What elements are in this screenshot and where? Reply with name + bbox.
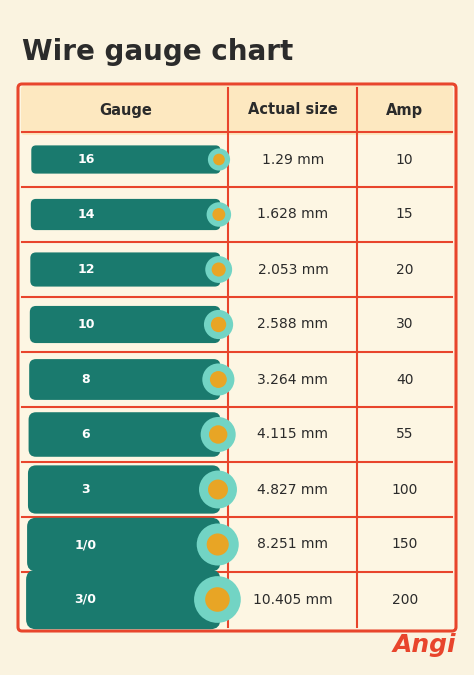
Circle shape (201, 417, 236, 452)
Text: 16: 16 (78, 153, 95, 166)
Text: Amp: Amp (386, 103, 423, 117)
Circle shape (212, 208, 225, 221)
Text: 30: 30 (396, 317, 413, 331)
FancyBboxPatch shape (18, 84, 456, 631)
FancyBboxPatch shape (28, 412, 220, 457)
FancyBboxPatch shape (27, 518, 220, 571)
Text: 12: 12 (77, 263, 95, 276)
Text: 15: 15 (396, 207, 413, 221)
Text: 40: 40 (396, 373, 413, 387)
Text: 100: 100 (392, 483, 418, 497)
Text: 6: 6 (81, 428, 90, 441)
Text: 2.588 mm: 2.588 mm (257, 317, 328, 331)
Circle shape (207, 202, 231, 227)
Text: Gauge: Gauge (99, 103, 152, 117)
Text: 1/0: 1/0 (74, 538, 96, 551)
Circle shape (208, 479, 228, 500)
Text: 14: 14 (77, 208, 95, 221)
Text: Actual size: Actual size (248, 103, 338, 117)
Circle shape (208, 148, 230, 171)
Circle shape (205, 587, 230, 612)
Text: 10: 10 (77, 318, 95, 331)
Text: 20: 20 (396, 263, 413, 277)
Circle shape (205, 256, 232, 283)
Circle shape (211, 263, 226, 277)
Text: 8.251 mm: 8.251 mm (257, 537, 328, 551)
Text: 55: 55 (396, 427, 413, 441)
Circle shape (210, 371, 227, 388)
Circle shape (207, 533, 229, 556)
FancyBboxPatch shape (30, 306, 220, 343)
Circle shape (199, 470, 237, 508)
Circle shape (211, 317, 226, 332)
Text: 3.264 mm: 3.264 mm (257, 373, 328, 387)
FancyBboxPatch shape (28, 465, 220, 514)
Text: 4.827 mm: 4.827 mm (257, 483, 328, 497)
FancyBboxPatch shape (31, 199, 220, 230)
FancyBboxPatch shape (31, 145, 220, 173)
Circle shape (213, 154, 225, 165)
Text: 1.29 mm: 1.29 mm (262, 153, 324, 167)
Text: 4.115 mm: 4.115 mm (257, 427, 328, 441)
Text: 2.053 mm: 2.053 mm (257, 263, 328, 277)
Text: 3: 3 (81, 483, 90, 496)
Circle shape (194, 576, 241, 623)
Text: Wire gauge chart: Wire gauge chart (22, 38, 293, 66)
Circle shape (202, 363, 235, 396)
Text: Angi: Angi (392, 633, 456, 657)
FancyBboxPatch shape (21, 86, 453, 135)
Text: 3/0: 3/0 (74, 593, 96, 606)
Text: 1.628 mm: 1.628 mm (257, 207, 328, 221)
Circle shape (204, 310, 233, 339)
Text: 150: 150 (392, 537, 418, 551)
Text: 10: 10 (396, 153, 413, 167)
Text: 10.405 mm: 10.405 mm (253, 593, 333, 607)
FancyBboxPatch shape (29, 359, 220, 400)
Circle shape (209, 425, 228, 443)
FancyBboxPatch shape (30, 252, 220, 287)
Circle shape (197, 524, 239, 566)
Text: 200: 200 (392, 593, 418, 607)
Text: 8: 8 (82, 373, 90, 386)
FancyBboxPatch shape (26, 570, 220, 629)
